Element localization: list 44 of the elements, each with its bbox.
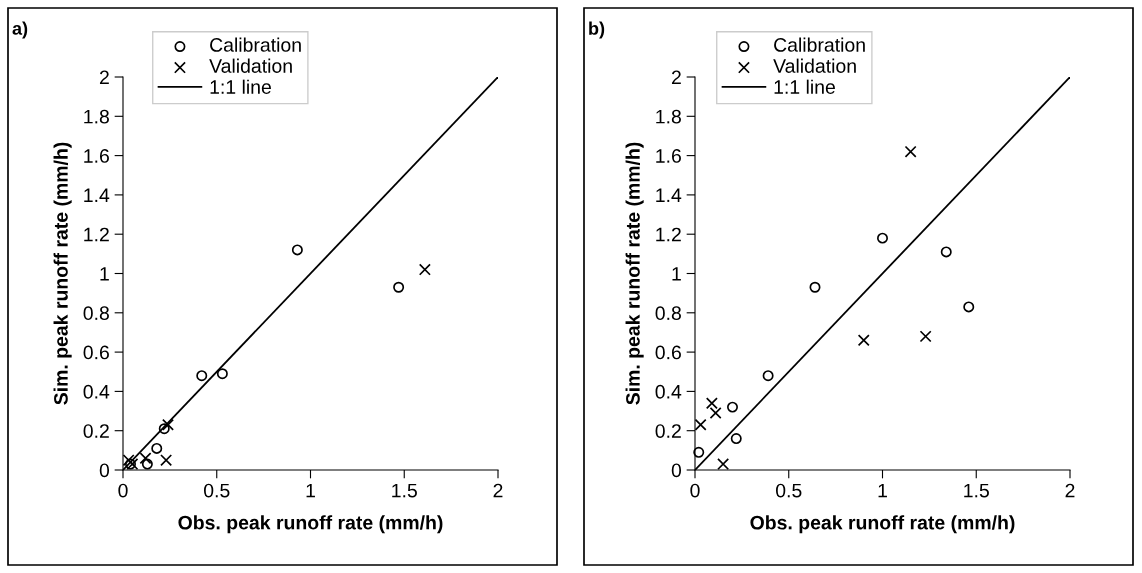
legend-label: Calibration (210, 37, 301, 52)
y-tick-label: 2 (99, 70, 109, 85)
x-tick-label: 2 (1065, 483, 1075, 498)
x-tick-label: 0 (118, 483, 128, 498)
y-tick-label: 0 (99, 463, 110, 478)
y-axis-title: Sim. peak runoff rate (mm/h) (625, 142, 644, 405)
legend-label: Validation (773, 58, 856, 73)
y-tick-label: 0.2 (655, 424, 681, 438)
x-tick-label: 0 (690, 483, 700, 498)
y-tick-label: 0.6 (83, 345, 109, 360)
y-tick-label: 1.8 (656, 109, 681, 124)
legend-label: Calibration (774, 37, 865, 52)
y-tick-label: 1 (672, 267, 681, 281)
y-tick-label: 1.2 (84, 227, 109, 242)
y-tick-label: 0.4 (83, 384, 110, 399)
x-axis-title: Obs. peak runoff rate (mm/h) (178, 515, 443, 534)
y-tick-label: 1.4 (656, 188, 682, 202)
x-tick-label: 1 (878, 483, 887, 498)
y-tick-label: 2 (671, 70, 681, 85)
x-tick-label: 2 (493, 483, 503, 498)
y-tick-label: 0.8 (655, 306, 681, 321)
y-tick-label: 1 (100, 267, 109, 281)
chart-title: a) (12, 21, 28, 39)
y-tick-label: 0 (671, 463, 682, 478)
y-axis-title: Sim. peak runoff rate (mm/h) (53, 142, 72, 405)
y-tick-label: 1.8 (84, 109, 109, 124)
y-tick-label: 0.2 (83, 424, 109, 438)
x-axis-title: Obs. peak runoff rate (mm/h) (750, 515, 1015, 534)
x-tick-label: 1 (306, 483, 315, 498)
y-tick-label: 1.4 (84, 188, 110, 202)
y-tick-label: 1.2 (656, 227, 681, 242)
y-tick-label: 1.6 (84, 149, 109, 163)
x-tick-label: 1.5 (964, 483, 989, 498)
chart-title: b) (589, 21, 605, 39)
y-tick-label: 0.4 (655, 384, 682, 399)
x-tick-label: 0.5 (776, 483, 802, 498)
legend-label: 1:1 line (210, 79, 271, 94)
legend-label: 1:1 line (774, 79, 835, 94)
x-tick-label: 0.5 (204, 483, 230, 498)
legend-label: Validation (209, 58, 292, 73)
x-tick-label: 1.5 (392, 483, 417, 498)
y-tick-label: 0.6 (655, 345, 681, 360)
y-tick-label: 0.8 (83, 306, 109, 321)
y-tick-label: 1.6 (656, 149, 681, 163)
